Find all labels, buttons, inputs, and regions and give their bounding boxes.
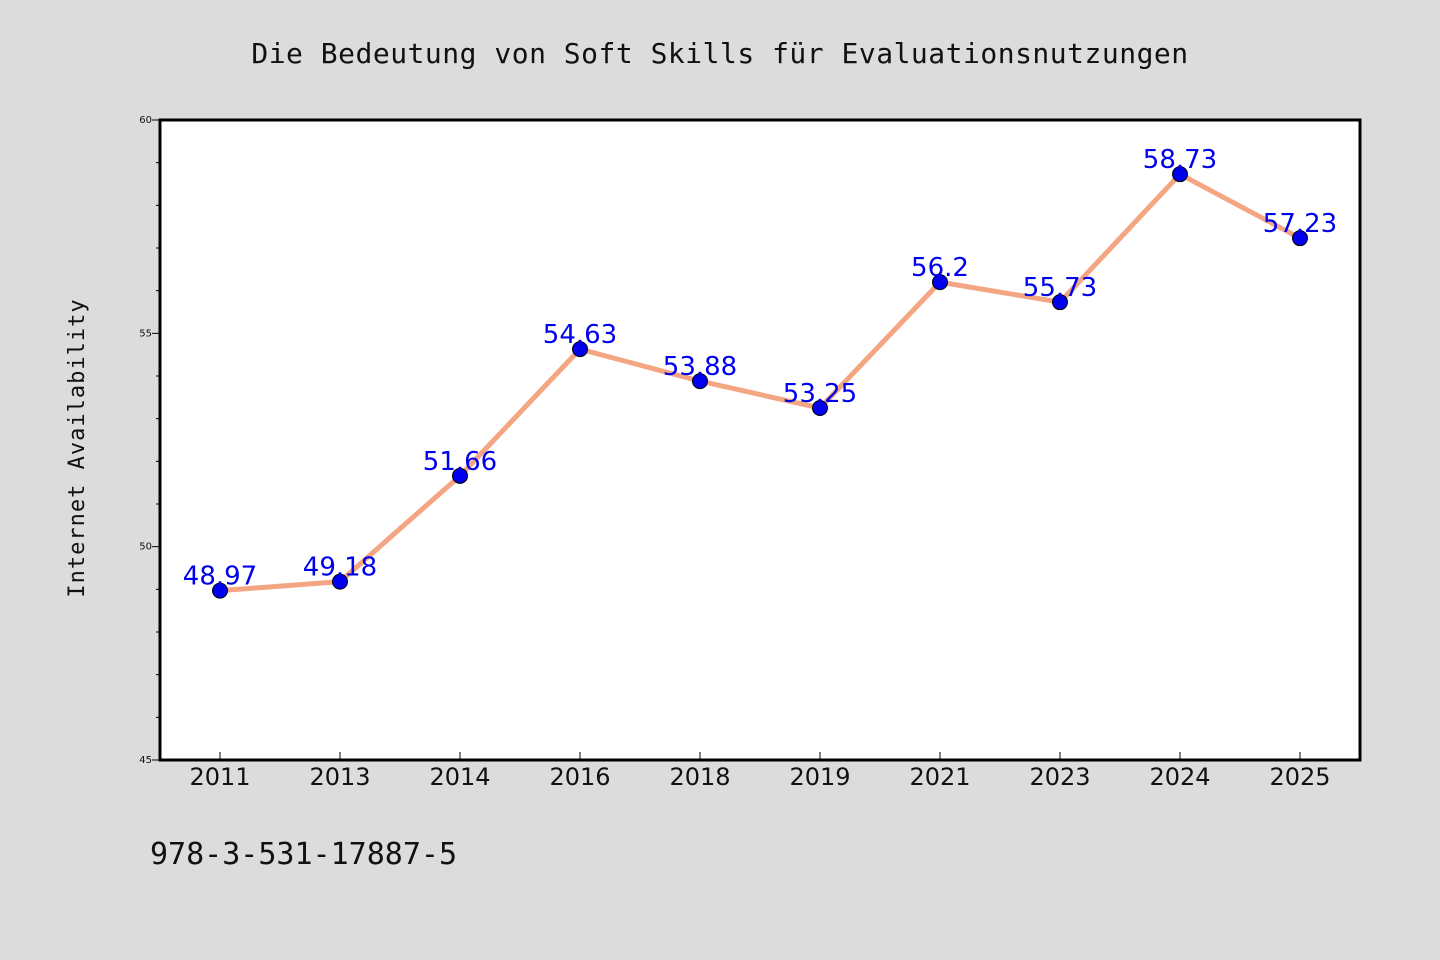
y-tick-label: 45 xyxy=(139,755,152,766)
data-label: 57.23 xyxy=(1263,209,1337,239)
y-axis-label: Internet Availability xyxy=(65,298,90,597)
x-tick-label: 2019 xyxy=(789,763,850,791)
x-tick-label: 2021 xyxy=(909,763,970,791)
data-point xyxy=(452,467,468,484)
plot-frame xyxy=(158,118,1362,762)
x-tick-label: 2016 xyxy=(549,763,610,791)
data-label: 54.63 xyxy=(543,320,617,350)
y-tick-label: 50 xyxy=(139,542,152,553)
data-point xyxy=(812,400,828,416)
series-layer: 48.97 49.18 51.66 54.63 53.88 53.25 56.2 55.73 5… xyxy=(183,145,1337,599)
data-point xyxy=(212,582,228,599)
y-tick-label: 60 xyxy=(139,115,152,126)
data-label: 49.18 xyxy=(303,553,377,583)
data-label: 55.73 xyxy=(1023,273,1097,303)
data-label: 53.88 xyxy=(663,352,737,382)
axes-layer: 45 50 55 60 2011 2013 2014 2016 2018 2019 2021 2023… xyxy=(139,115,1330,791)
data-point xyxy=(572,341,588,358)
data-point xyxy=(932,274,948,291)
x-tick-label: 2011 xyxy=(189,763,250,791)
x-tick-label: 2025 xyxy=(1269,763,1330,791)
x-tick-label: 2024 xyxy=(1149,763,1210,791)
chart-title: Die Bedeutung von Soft Skills für Evalua… xyxy=(251,37,1188,70)
x-tick-label: 2018 xyxy=(669,763,730,791)
data-point xyxy=(332,573,348,590)
series-line xyxy=(217,171,1303,594)
data-label: 48.97 xyxy=(183,562,257,592)
data-point xyxy=(1292,230,1308,247)
data-label: 53.25 xyxy=(783,379,857,409)
x-tick-label: 2023 xyxy=(1029,763,1090,791)
x-tick-label: 2014 xyxy=(429,763,490,791)
isbn-footer: 978-3-531-17887-5 xyxy=(150,837,457,872)
data-label: 56.2 xyxy=(911,253,969,283)
x-tick-label: 2013 xyxy=(309,763,370,791)
data-point xyxy=(1052,294,1068,311)
data-label: 58.73 xyxy=(1143,145,1217,175)
y-tick-label: 55 xyxy=(139,328,152,339)
data-point xyxy=(1172,166,1188,183)
plot-area xyxy=(160,120,1360,760)
data-label: 51.66 xyxy=(423,447,497,477)
data-point xyxy=(692,373,708,390)
